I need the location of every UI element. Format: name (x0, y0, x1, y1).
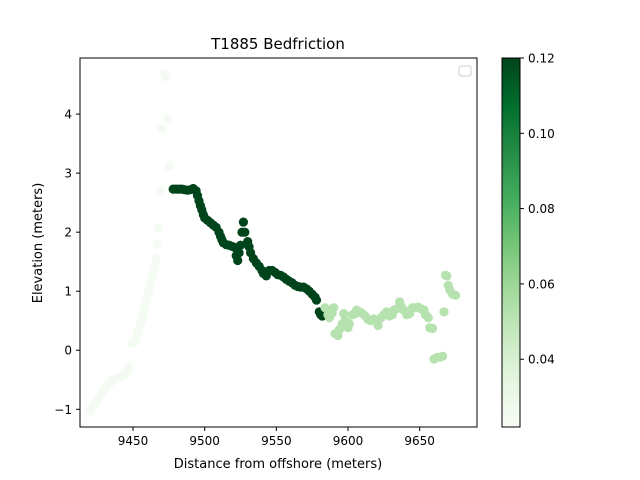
colorbar-tick-label: 0.06 (528, 277, 555, 291)
scatter-point (124, 362, 134, 372)
y-axis-ticks: −1 0 1 2 3 4 (54, 108, 80, 417)
scatter-point (149, 261, 160, 271)
scatter-point (428, 323, 438, 333)
scatter-point (233, 255, 243, 266)
scatter-point (450, 290, 461, 300)
colorbar-ticks: 0.04 0.06 0.08 0.10 0.12 (520, 52, 555, 367)
x-axis-label: Distance from offshore (meters) (174, 457, 382, 472)
scatter-point (311, 295, 322, 305)
y-tick-label: 1 (64, 285, 72, 299)
scatter-point (155, 186, 165, 196)
colorbar-tick-label: 0.10 (528, 127, 555, 141)
x-tick-label: 9600 (333, 434, 364, 448)
scatter-point (152, 239, 162, 249)
y-tick-label: 2 (64, 226, 72, 240)
scatter-point (339, 309, 349, 319)
y-tick-label: 0 (64, 344, 72, 358)
plot-area (80, 58, 477, 427)
scatter-point (320, 303, 330, 313)
y-tick-label: 4 (64, 108, 72, 122)
scatter-point (344, 319, 354, 329)
scatter-point (162, 113, 172, 123)
x-tick-label: 9450 (118, 434, 149, 448)
x-tick-label: 9550 (261, 434, 292, 448)
scatter-point (154, 222, 164, 232)
x-tick-label: 9500 (189, 434, 220, 448)
scatter-point (423, 313, 433, 323)
x-axis-ticks: 9450 9500 9550 9600 9650 (118, 427, 435, 448)
scatter-point (439, 307, 449, 317)
scatter-point (238, 217, 248, 227)
scatter-point (151, 254, 161, 264)
colorbar-tick-label: 0.08 (528, 202, 555, 216)
plot-frame (79, 57, 478, 428)
y-tick-label: −1 (54, 403, 72, 417)
y-tick-label: 3 (64, 167, 72, 181)
scatter-point (442, 271, 452, 281)
scatter-point (164, 161, 174, 171)
chart-title: T1885 Bedfriction (210, 35, 345, 53)
scatter-points (85, 69, 461, 416)
y-axis-label: Elevation (meters) (31, 183, 46, 304)
scatter-point (234, 248, 244, 258)
colorbar (501, 57, 521, 428)
scatter-point (235, 240, 246, 250)
scatter-point (157, 124, 167, 134)
legend-box (458, 65, 472, 77)
scatter-point (329, 303, 339, 313)
scatter-point (438, 351, 448, 361)
scatter-point (240, 227, 250, 237)
colorbar-tick-label: 0.12 (528, 52, 555, 66)
scatter-point (373, 320, 383, 331)
colorbar-tick-label: 0.04 (528, 353, 555, 367)
x-tick-label: 9650 (404, 434, 435, 448)
scatter-point (161, 72, 171, 82)
